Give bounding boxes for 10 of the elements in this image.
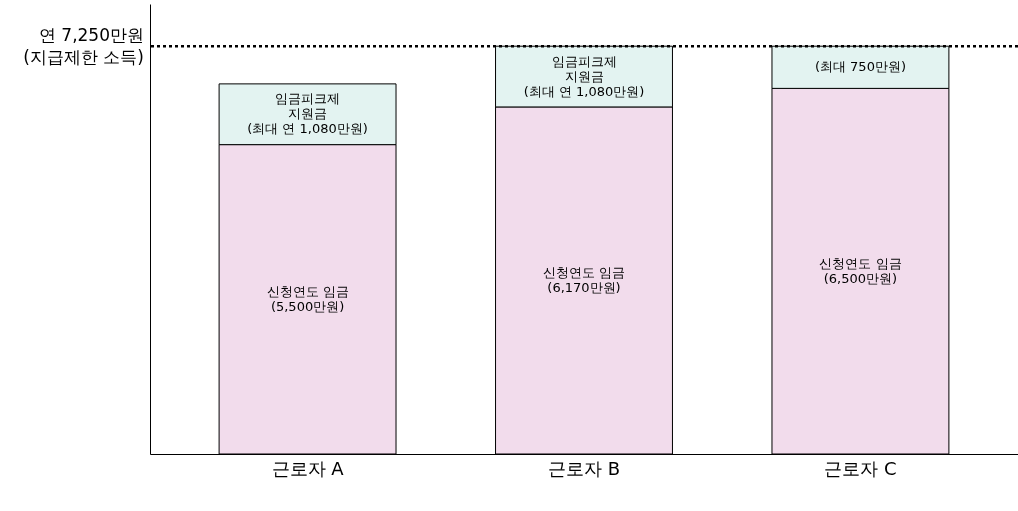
data-label: 임금피크제 지원금 (최대 연 1,080만원): [523, 53, 645, 99]
data-label: 신청연도 임금 (6,500만원): [819, 255, 902, 286]
x-tick-label: 근로자 C: [824, 457, 897, 479]
data-label: 신청연도 임금 (6,170만원): [542, 264, 626, 295]
ref-line-label: 연 7,250만원 (지급제한 소득): [23, 25, 144, 68]
data-label: 임금피크제 지원금 (최대 연 1,080만원): [247, 91, 368, 137]
x-tick-label: 근로자 B: [547, 457, 621, 479]
x-tick-label: 근로자 A: [271, 457, 345, 479]
data-label: (최대 750만원): [814, 59, 906, 75]
data-label: 신청연도 임금 (5,500만원): [266, 283, 349, 314]
